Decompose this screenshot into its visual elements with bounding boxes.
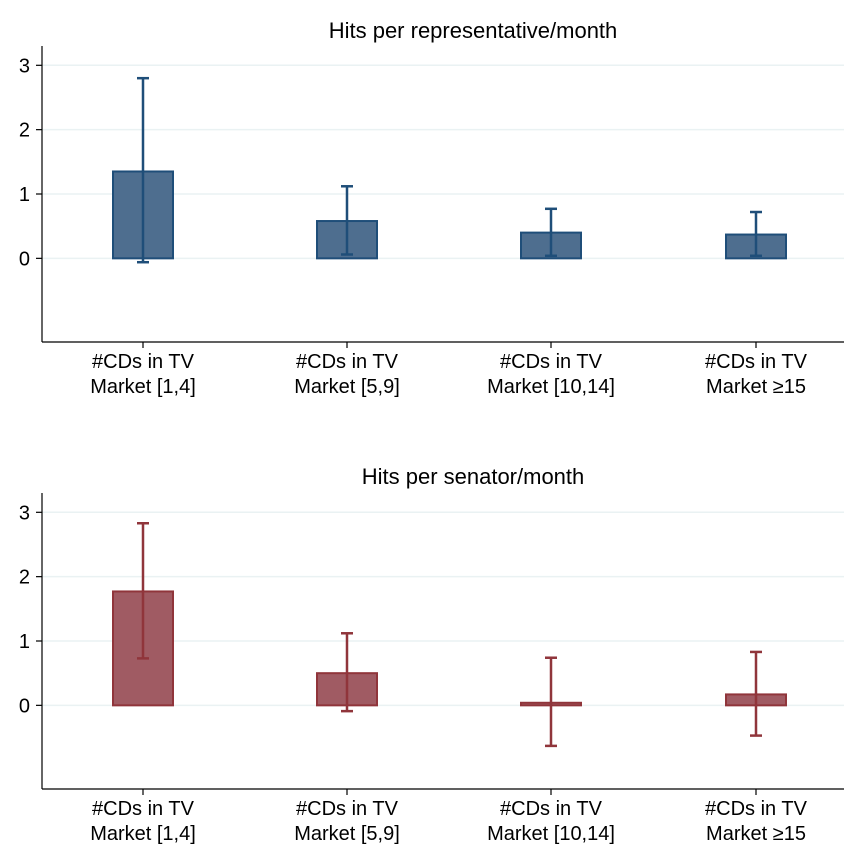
x-tick-label-line2: Market [5,9] <box>294 376 400 398</box>
x-tick-label-line1: #CDs in TV <box>500 798 603 820</box>
chart-panel-1: Hits per representative/month 0 1 2 3 #CDs in… <box>19 18 844 398</box>
x-tick-label-line1: #CDs in TV <box>705 798 808 820</box>
x-tick-label-line1: #CDs in TV <box>92 798 195 820</box>
y-tick-label: 2 <box>19 567 30 589</box>
x-tick-label-line1: #CDs in TV <box>296 351 399 373</box>
y-tick-label: 0 <box>19 695 30 717</box>
y-tick-label: 0 <box>19 248 30 270</box>
y-tick-label: 3 <box>19 502 30 524</box>
y-tick-label: 3 <box>19 55 30 77</box>
chart-panel-2: Hits per senator/month 0 1 2 3 #CDs in TV Mark… <box>19 464 844 845</box>
y-tick-label: 1 <box>19 631 30 653</box>
y-tick-label: 1 <box>19 184 30 206</box>
x-tick-label-line2: Market ≥15 <box>706 376 806 398</box>
x-tick-label-line1: #CDs in TV <box>296 798 399 820</box>
x-tick-label-line2: Market [1,4] <box>90 823 196 845</box>
chart-title: Hits per representative/month <box>329 18 618 43</box>
x-tick-label-line1: #CDs in TV <box>92 351 195 373</box>
x-tick-label-line1: #CDs in TV <box>500 351 603 373</box>
x-tick-label-line2: Market ≥15 <box>706 823 806 845</box>
x-tick-label-line2: Market [5,9] <box>294 823 400 845</box>
x-tick-label-line1: #CDs in TV <box>705 351 808 373</box>
x-tick-label-line2: Market [10,14] <box>487 823 615 845</box>
chart-title: Hits per senator/month <box>362 464 585 489</box>
x-tick-label-line2: Market [10,14] <box>487 376 615 398</box>
x-tick-label-line2: Market [1,4] <box>90 376 196 398</box>
y-tick-label: 2 <box>19 120 30 142</box>
